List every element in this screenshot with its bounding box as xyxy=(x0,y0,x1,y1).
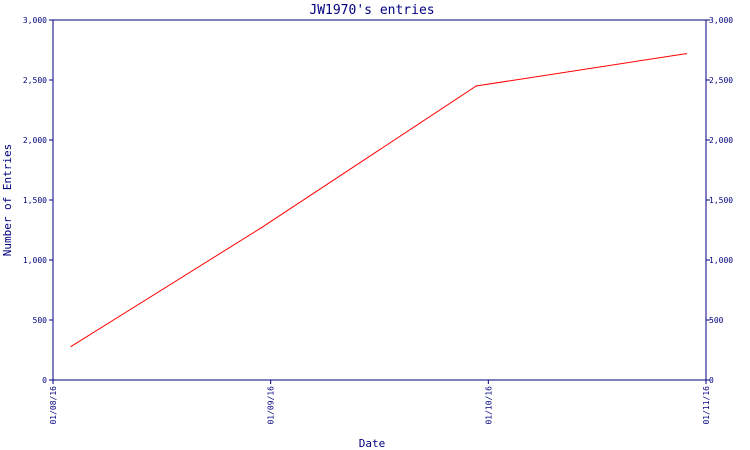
y-tick-label-left: 500 xyxy=(33,316,48,325)
chart-title: JW1970's entries xyxy=(309,3,434,18)
y-tick-label-right: 0 xyxy=(709,376,714,385)
y-tick-label-right: 2,500 xyxy=(709,76,733,85)
y-tick-label-right: 2,000 xyxy=(709,136,733,145)
y-tick-label-right: 3,000 xyxy=(709,16,733,25)
y-tick-label-left: 1,500 xyxy=(23,196,47,205)
x-axis: 01/08/16 01/09/16 01/10/16 01/11/16 xyxy=(49,380,711,425)
y-tick-label-left: 2,500 xyxy=(23,76,47,85)
x-axis-label: Date xyxy=(359,437,386,450)
data-point xyxy=(70,345,72,347)
y-tick-label-left: 0 xyxy=(42,376,47,385)
y-tick-label-right: 1,000 xyxy=(709,256,733,265)
y-axis-left: 0 500 1,000 1,500 2,000 2,500 3,000 xyxy=(23,16,53,385)
y-tick-label-left: 2,000 xyxy=(23,136,47,145)
data-point xyxy=(685,53,687,55)
series-layer xyxy=(70,53,687,347)
data-point xyxy=(260,227,263,229)
y-axis-right: 0 500 1,000 1,500 2,000 2,500 3,000 xyxy=(706,16,733,385)
y-tick-label-left: 3,000 xyxy=(23,16,47,25)
x-tick-label: 01/08/16 xyxy=(49,386,58,425)
plot-area-frame xyxy=(52,19,707,381)
data-point xyxy=(475,85,477,87)
x-tick-label: 01/09/16 xyxy=(267,386,276,425)
x-tick-label: 01/11/16 xyxy=(702,386,711,425)
y-tick-label-right: 500 xyxy=(709,316,724,325)
y-axis-label: Number of Entries xyxy=(1,144,14,257)
y-tick-label-left: 1,000 xyxy=(23,256,47,265)
series-line xyxy=(70,53,687,347)
y-tick-label-right: 1,500 xyxy=(709,196,733,205)
x-tick-label: 01/10/16 xyxy=(484,386,493,425)
